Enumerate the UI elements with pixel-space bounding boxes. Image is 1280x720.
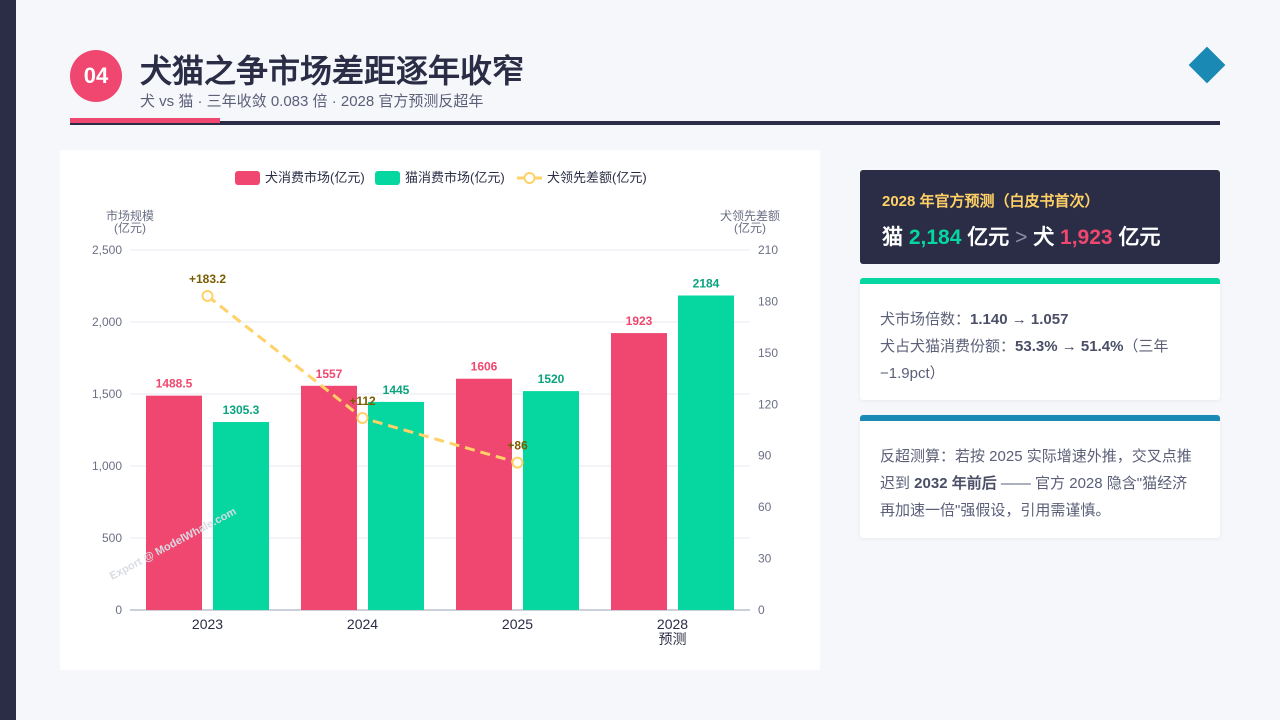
bar-value-label: 2184 [693, 277, 720, 291]
estimate-text-2: —— 官方 2028 隐含"猫经济再加速一倍"强假设，引用需谨慎。 [880, 475, 1188, 519]
bar-value-label: 1557 [316, 367, 343, 381]
y-right-tick-label: 150 [758, 346, 778, 360]
y-right-axis-title: (亿元) [734, 220, 766, 235]
section-number-badge: 04 [70, 50, 122, 102]
legend-marker [523, 172, 536, 184]
x-tick-sublabel: 预测 [659, 631, 687, 647]
forecast-cat-label: 猫 [882, 226, 903, 249]
gap-point [511, 456, 524, 469]
section-number: 04 [83, 63, 109, 88]
y-left-tick-label: 1,500 [92, 387, 122, 401]
forecast-unit-1: 亿元 [967, 226, 1010, 249]
page-title: 犬猫之争市场差距逐年收窄 [140, 53, 525, 89]
y-left-tick-label: 1,000 [92, 459, 122, 473]
market-chart: 0 500 1,000 1,500 2,000 2,500 0 30 60 90 120 150 180… [92, 170, 780, 647]
x-tick-label: 2024 [347, 616, 378, 632]
gap-point [356, 412, 369, 424]
y-right-tick-label: 180 [758, 294, 778, 308]
legend-label: 犬消费市场(亿元) [265, 170, 365, 185]
forecast-values: 猫 2,184 亿元 > 犬 1,923 亿元 [882, 221, 1198, 251]
y-right-tick-label: 30 [758, 552, 772, 566]
legend-label: 猫消费市场(亿元) [405, 170, 505, 185]
y-left-tick-label: 0 [115, 603, 122, 617]
y-right-tick-label: 120 [758, 397, 778, 411]
forecast-card: 2028 年官方预测（白皮书首次） 猫 2,184 亿元 > 犬 1,923 亿… [860, 170, 1220, 264]
forecast-dog-label: 犬 [1033, 226, 1055, 249]
y-left-axis-title: (亿元) [114, 220, 146, 235]
bar-value-label: 1606 [471, 360, 498, 374]
page-subtitle: 犬 vs 猫 · 三年收敛 0.083 倍 · 2028 官方预测反超年 [140, 93, 484, 110]
bar-value-label: 1488.5 [156, 377, 193, 391]
bar [611, 333, 667, 610]
y-right-tick-label: 60 [758, 500, 772, 514]
left-accent-bar [0, 0, 16, 720]
y-right-axis-title: 犬领先差额 [720, 209, 780, 223]
ratio-line-1-label: 犬市场倍数： [880, 311, 971, 328]
ratio-line-2: 犬占犬猫消费份额：53.3% → 51.4%（三年−1.9pct） [880, 333, 1200, 387]
forecast-dog-value: 1,923 [1060, 226, 1113, 249]
diamond-icon [1188, 46, 1226, 84]
estimate-bold: 2032 年前后 [914, 475, 997, 492]
bar [301, 385, 357, 610]
bar [456, 378, 512, 610]
y-left-tick-label: 2,500 [92, 243, 122, 257]
estimate-text-1: 反超测算：若按 2025 实际增速外推，交叉点推迟到 [880, 448, 1192, 492]
ratio-line-2-value: 53.3% → 51.4% [1015, 338, 1124, 355]
bar-value-label: 1923 [626, 314, 653, 328]
bar [146, 395, 202, 610]
gap-value-label: +86 [507, 439, 528, 453]
bar [368, 401, 424, 610]
y-left-axis-title: 市场规模 [106, 208, 154, 223]
x-tick-label: 2023 [192, 616, 223, 632]
bar-value-label: 1305.3 [223, 403, 260, 417]
x-tick-label: 2028 [657, 616, 688, 632]
gap-value-label: +112 [349, 394, 376, 408]
y-left-tick-label: 500 [102, 531, 122, 545]
bar [213, 422, 269, 610]
gap-point [201, 289, 214, 302]
y-right-tick-label: 90 [758, 449, 772, 463]
header-rule [70, 121, 1220, 125]
legend-swatch [235, 171, 260, 185]
y-right-tick-label: 0 [758, 603, 765, 617]
header-rule-accent [70, 118, 220, 123]
bar-value-label: 1520 [538, 372, 565, 386]
forecast-gt: > [1015, 226, 1028, 249]
forecast-unit-2: 亿元 [1118, 226, 1161, 249]
ratio-card: 犬市场倍数：1.140 → 1.057 犬占犬猫消费份额：53.3% → 51.… [860, 278, 1220, 400]
ratio-line-1: 犬市场倍数：1.140 → 1.057 [880, 306, 1200, 333]
estimate-text: 反超测算：若按 2025 实际增速外推，交叉点推迟到 2032 年前后 —— 官… [880, 443, 1200, 524]
bar [678, 295, 734, 610]
gap-value-label: +183.2 [189, 272, 226, 286]
bar [523, 391, 579, 610]
y-right-tick-label: 210 [758, 243, 778, 257]
legend-label: 犬领先差额(亿元) [547, 170, 647, 185]
legend-swatch [375, 171, 400, 185]
forecast-cat-value: 2,184 [908, 226, 962, 249]
forecast-heading: 2028 年官方预测（白皮书首次） [882, 193, 1100, 210]
x-tick-label: 2025 [502, 616, 533, 632]
estimate-card: 反超测算：若按 2025 实际增速外推，交叉点推迟到 2032 年前后 —— 官… [860, 415, 1220, 538]
ratio-line-2-label: 犬占犬猫消费份额： [880, 338, 1016, 355]
chart-card: 0 500 1,000 1,500 2,000 2,500 0 30 60 90 120 150 180… [60, 150, 820, 670]
ratio-line-2-note: （三年−1.9pct） [880, 338, 1169, 382]
y-left-tick-label: 2,000 [92, 315, 122, 329]
ratio-line-1-value: 1.140 → 1.057 [970, 311, 1069, 328]
bar-value-label: 1445 [383, 383, 410, 397]
